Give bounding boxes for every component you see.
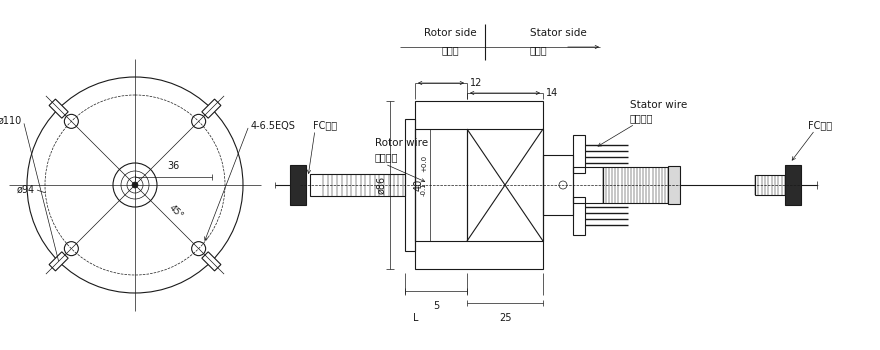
Bar bbox=[290, 165, 306, 205]
Bar bbox=[573, 135, 585, 173]
Bar bbox=[543, 155, 573, 215]
Text: 5: 5 bbox=[433, 301, 439, 311]
Bar bbox=[755, 175, 785, 195]
Text: FC接头: FC接头 bbox=[313, 120, 337, 130]
Bar bbox=[405, 119, 415, 251]
Text: 12: 12 bbox=[470, 78, 482, 88]
Bar bbox=[467, 129, 543, 241]
Text: 转子出线: 转子出线 bbox=[375, 152, 399, 162]
Bar bbox=[573, 197, 585, 235]
Text: 转子边: 转子边 bbox=[441, 45, 458, 55]
Text: 定子边: 定子边 bbox=[530, 45, 547, 55]
Bar bbox=[415, 101, 543, 269]
Bar bbox=[603, 167, 668, 203]
Text: ø94: ø94 bbox=[17, 185, 35, 195]
Text: -0.1: -0.1 bbox=[421, 182, 427, 196]
Bar bbox=[573, 167, 603, 203]
Text: 36: 36 bbox=[167, 161, 180, 171]
Bar bbox=[202, 252, 221, 271]
Bar bbox=[785, 165, 801, 205]
Text: 14: 14 bbox=[546, 88, 558, 98]
Text: ø110: ø110 bbox=[0, 115, 22, 125]
Bar bbox=[415, 129, 467, 241]
Bar bbox=[49, 99, 68, 118]
Text: ø86: ø86 bbox=[376, 176, 386, 194]
Bar bbox=[668, 166, 680, 204]
Bar bbox=[202, 99, 221, 118]
Text: Stator side: Stator side bbox=[530, 28, 587, 38]
Text: 45°: 45° bbox=[167, 203, 185, 220]
Bar bbox=[310, 174, 405, 196]
Circle shape bbox=[132, 182, 138, 188]
Text: +0.0: +0.0 bbox=[421, 155, 427, 172]
Text: FC接头: FC接头 bbox=[808, 120, 832, 130]
Text: L: L bbox=[413, 313, 419, 323]
Text: Stator wire: Stator wire bbox=[630, 100, 687, 110]
Bar bbox=[49, 252, 68, 271]
Text: 定子出线: 定子出线 bbox=[630, 113, 654, 123]
Text: 40: 40 bbox=[414, 179, 424, 191]
Text: 4-6.5EQS: 4-6.5EQS bbox=[251, 121, 296, 131]
Text: Rotor side: Rotor side bbox=[423, 28, 476, 38]
Text: 25: 25 bbox=[499, 313, 511, 323]
Text: Rotor wire: Rotor wire bbox=[375, 138, 429, 148]
